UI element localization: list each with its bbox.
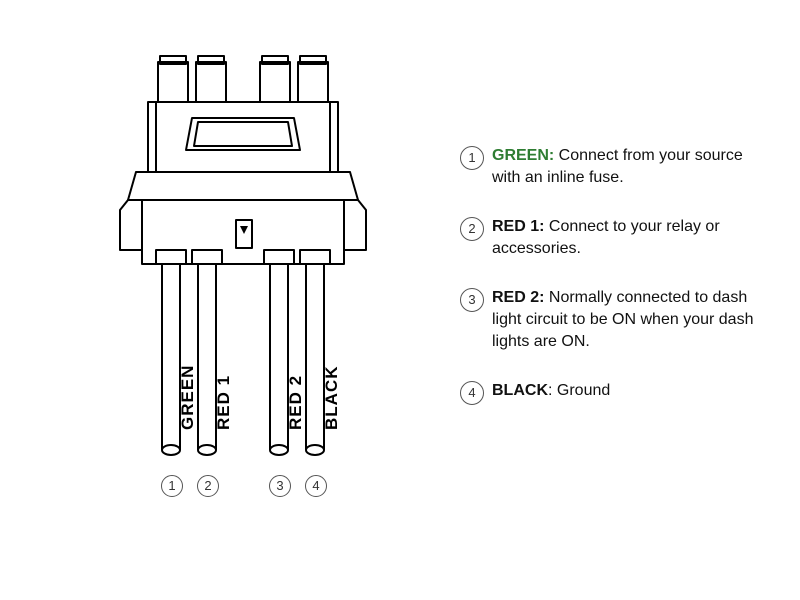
- legend-name-red2: RED 2:: [492, 289, 544, 306]
- wire-number-1: 1: [161, 475, 183, 497]
- wire-label-red1: RED 1: [214, 375, 234, 430]
- legend-item-4: 4 BLACK: Ground: [460, 380, 770, 405]
- legend-number: 2: [460, 217, 484, 241]
- legend-number: 1: [460, 146, 484, 170]
- legend-number: 4: [460, 381, 484, 405]
- legend-text: RED 2: Normally connected to dash light …: [492, 287, 770, 352]
- legend-number: 3: [460, 288, 484, 312]
- connector-drawing: [100, 50, 380, 530]
- wire-number-4: 4: [305, 475, 327, 497]
- diagram-canvas: GREEN RED 1 RED 2 BLACK 1 2 3 4 1 GREEN:…: [0, 0, 800, 600]
- wire-label-black: BLACK: [322, 366, 342, 431]
- wire-label-green: GREEN: [178, 365, 198, 430]
- legend-item-3: 3 RED 2: Normally connected to dash ligh…: [460, 287, 770, 352]
- legend-name-green: GREEN:: [492, 147, 554, 164]
- legend: 1 GREEN: Connect from your source with a…: [460, 145, 770, 433]
- wire-number-2: 2: [197, 475, 219, 497]
- legend-text: BLACK: Ground: [492, 380, 770, 402]
- wire-number-3: 3: [269, 475, 291, 497]
- legend-name-black: BLACK: [492, 382, 548, 399]
- legend-item-1: 1 GREEN: Connect from your source with a…: [460, 145, 770, 188]
- legend-text: GREEN: Connect from your source with an …: [492, 145, 770, 188]
- legend-desc: : Ground: [548, 382, 610, 399]
- wire-label-red2: RED 2: [286, 375, 306, 430]
- legend-text: RED 1: Connect to your relay or accessor…: [492, 216, 770, 259]
- legend-name-red1: RED 1:: [492, 218, 544, 235]
- legend-item-2: 2 RED 1: Connect to your relay or access…: [460, 216, 770, 259]
